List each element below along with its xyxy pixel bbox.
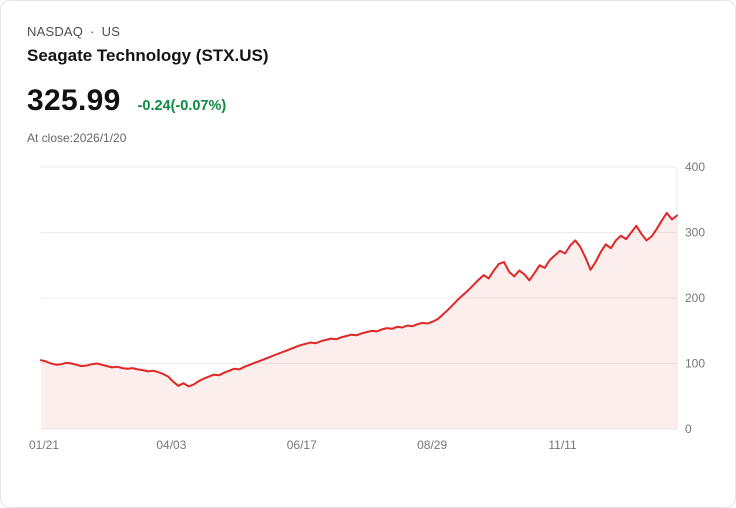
y-axis-tick-label: 100 [685, 357, 705, 371]
separator-dot: · [90, 24, 95, 39]
y-axis-tick-label: 200 [685, 291, 705, 305]
price-change: -0.24(-0.07%) [137, 98, 227, 114]
price-history-chart-svg[interactable]: 0 100 200 300 400 01/21 04/03 06/17 08/29 11/11 [27, 157, 711, 457]
region-label: US [101, 24, 121, 39]
price-line [40, 211, 678, 388]
exchange-name: NASDAQ [27, 24, 84, 39]
page-title: Seagate Technology (STX.US) [27, 46, 269, 65]
x-axis-tick-label: 11/11 [548, 438, 577, 452]
x-axis-tick-label: 01/21 [29, 438, 59, 452]
quote-header: NASDAQ · US Seagate Technology (STX.US) … [1, 1, 735, 145]
y-axis-tick-label: 0 [685, 422, 692, 436]
x-axis-tick-label: 06/17 [287, 438, 317, 452]
x-axis-tick-label: 04/03 [156, 438, 186, 452]
exchange-line: NASDAQ · US [27, 24, 709, 39]
price-area-fill [41, 212, 677, 429]
y-axis-tick-label: 300 [685, 226, 705, 240]
y-axis-tick-label: 400 [685, 160, 705, 174]
price-row: 325.99 -0.24(-0.07%) [27, 84, 709, 118]
x-axis-tick-label: 08/29 [417, 438, 447, 452]
price-chart[interactable]: 0 100 200 300 400 01/21 04/03 06/17 08/29 11/11 [1, 145, 735, 462]
as-of-close-label: At close:2026/1/20 [27, 131, 127, 145]
last-price: 325.99 [27, 84, 121, 117]
